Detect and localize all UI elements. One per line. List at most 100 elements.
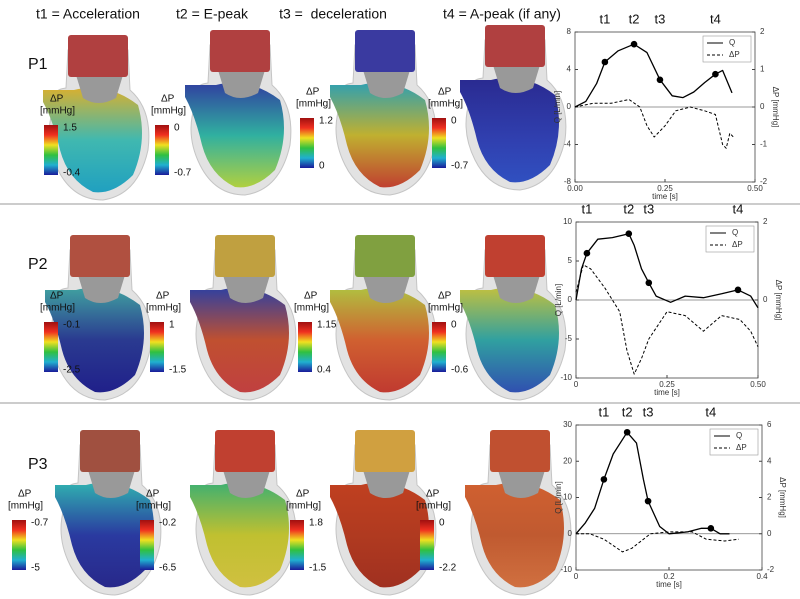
column-header: t4 = A-peak (if any) [443,6,561,22]
colorbar-max: 1.15 [317,320,337,331]
heart-rendering [460,235,567,401]
inflow-tube [68,35,128,77]
colorbar-unit: [mmHg] [136,501,171,512]
colorbar-min: -0.4 [63,168,81,179]
y2-axis-label: ΔP [mmHg] [778,477,787,518]
valve [493,275,540,303]
colorbar-unit: [mmHg] [146,303,181,314]
inflow-tube [485,235,545,277]
colorbar-title: ΔP [156,291,170,302]
y-tick-label: -8 [564,177,572,186]
colorbar-min: 0 [319,161,325,172]
colorbar [12,520,26,570]
colorbar-max: 0 [451,116,457,127]
time-marker [623,428,631,436]
inflow-tube [355,30,415,72]
y-tick-label: 10 [563,493,572,502]
heart-rendering [330,430,437,596]
colorbar [432,118,446,168]
y-tick-label: 4 [567,65,572,74]
colorbar-min: -0.6 [451,365,469,376]
valve [363,70,410,98]
heart-rendering [460,25,567,191]
inflow-tube [70,235,130,277]
valve [223,470,270,498]
colorbar-min: -0.7 [451,161,469,172]
time-marker [645,279,653,287]
y-axis-label: Q [L/min] [553,91,562,123]
colorbar-title: ΔP [18,489,32,500]
x-tick-label: 0 [574,380,579,389]
heart-body [45,287,144,393]
y-tick-label: 30 [563,420,572,429]
colorbar-unit: [mmHg] [40,106,75,117]
time-marker-label: t4 [710,11,721,26]
y-axis-label: Q [L/min] [554,481,563,513]
y2-tick-label: 0 [760,102,765,111]
colorbar-max: 0 [439,518,445,529]
legend-label: Q [736,431,742,440]
y2-tick-label: 0 [763,295,768,304]
colorbar-unit: [mmHg] [286,501,321,512]
valve [498,470,545,498]
colorbar-title: ΔP [306,87,320,98]
inflow-tube [210,30,270,72]
colorbar-title: ΔP [438,291,452,302]
time-marker [583,249,591,257]
colorbar-title: ΔP [296,489,310,500]
column-header: t1 = Acceleration [36,6,140,22]
legend-box [705,225,755,253]
colorbar-title: ΔP [161,94,175,105]
colorbar-max: -0.2 [159,518,177,529]
colorbar-min: -2.2 [439,563,457,574]
heart-body [460,287,559,393]
panel-label: P3 [28,456,48,473]
series-line [574,99,734,149]
colorbar [155,125,169,175]
colorbar-unit: [mmHg] [416,501,451,512]
time-marker-label: t4 [733,201,744,216]
y2-tick-label: 0 [767,529,772,538]
heart-body [330,482,429,588]
x-tick-label: 0.50 [747,184,763,193]
colorbar-min: -2.5 [63,365,81,376]
time-marker [707,525,715,532]
y2-axis-label: ΔP [mmHg] [774,280,783,321]
x-tick-label: 0.4 [756,572,768,581]
series-line [575,431,730,535]
valve [88,470,135,498]
y2-tick-label: -2 [767,565,775,574]
y-tick-label: 0 [567,102,572,111]
colorbar-unit: [mmHg] [294,303,329,314]
heart-body [460,77,559,183]
time-marker-label: t2 [622,404,633,419]
time-marker-label: t3 [655,11,666,26]
colorbar-max: 1.8 [309,518,323,529]
heart-body [190,482,289,588]
colorbar-min: -0.7 [174,168,192,179]
y-tick-label: 20 [563,456,572,465]
colorbar-title: ΔP [50,291,64,302]
y2-tick-label: -2 [760,177,768,186]
colorbar-min: -1.5 [309,563,327,574]
heart-rendering [465,430,572,596]
column-header: t2 = E-peak [176,6,249,22]
panel-label: P1 [28,56,48,73]
y-tick-label: -5 [565,334,573,343]
colorbar-title: ΔP [50,94,64,105]
x-tick-label: 0 [574,572,579,581]
heart-body [43,87,142,193]
colorbar [432,322,446,372]
time-marker [600,476,608,483]
heart-rendering [190,235,297,401]
time-marker [625,230,633,237]
y-tick-label: 8 [567,27,572,36]
series-line [576,531,739,553]
y2-tick-label: 2 [767,493,772,502]
valve [363,275,410,303]
time-marker-label: t2 [629,11,640,26]
time-marker [734,286,742,294]
legend-label: ΔP [732,240,743,249]
legend-label: Q [729,38,735,47]
